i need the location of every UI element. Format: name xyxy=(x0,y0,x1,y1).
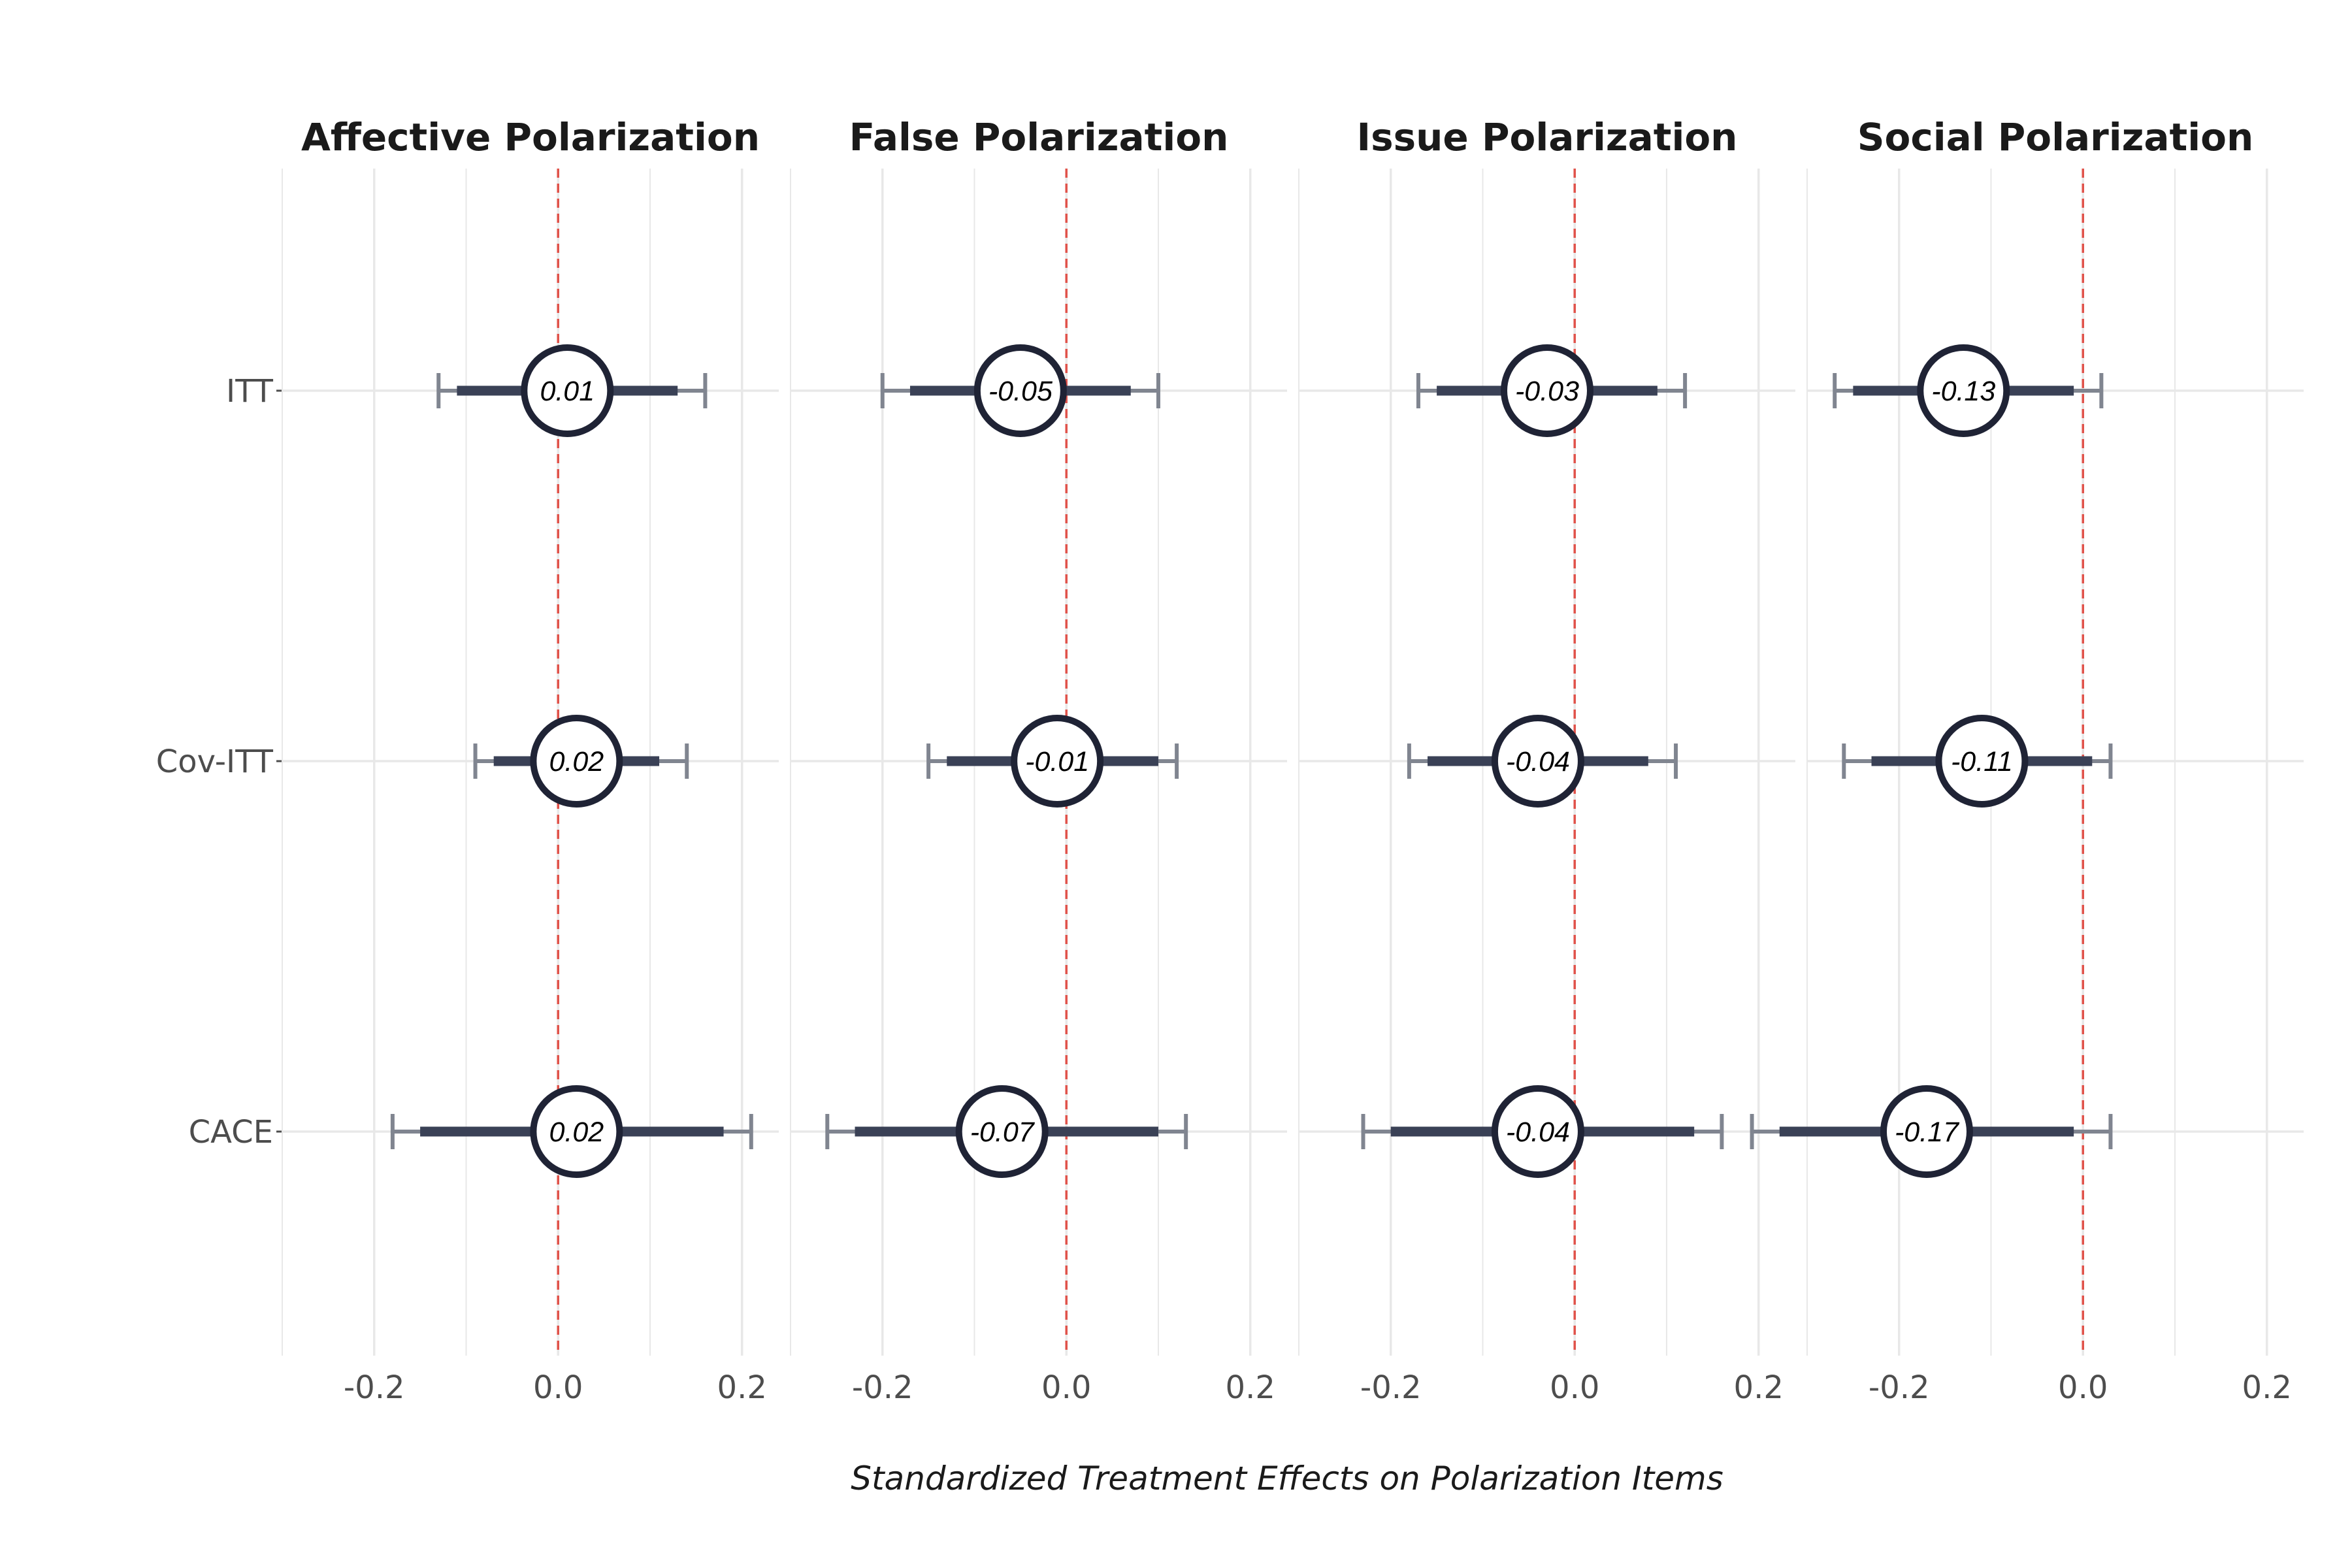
estimate-label: 0.01 xyxy=(540,376,595,407)
estimate-label: -0.03 xyxy=(1515,376,1579,407)
estimate-label: -0.13 xyxy=(1931,376,1995,407)
estimate-label: 0.02 xyxy=(549,746,604,777)
estimate-label: -0.17 xyxy=(1895,1117,1960,1148)
point-estimate xyxy=(1935,715,2029,808)
x-tick-label: 0.2 xyxy=(1226,1369,1275,1406)
x-tick-label: 0.2 xyxy=(1734,1369,1784,1406)
estimate-label: -0.11 xyxy=(1951,746,2013,777)
point-estimate xyxy=(1501,344,1593,437)
facet-title: Social Polarization xyxy=(1857,115,2254,159)
x-tick-label: 0.2 xyxy=(717,1369,767,1406)
x-tick-label: 0.2 xyxy=(2242,1369,2292,1406)
point-estimate xyxy=(1491,1085,1584,1178)
category-label: CACE xyxy=(189,1114,273,1151)
estimate-label: 0.02 xyxy=(549,1117,604,1148)
point-estimate xyxy=(530,715,623,808)
estimate-label: -0.01 xyxy=(1025,746,1089,777)
x-tick-label: -0.2 xyxy=(1869,1369,1930,1406)
point-estimate xyxy=(1011,715,1104,808)
x-tick-label: 0.0 xyxy=(1041,1369,1091,1406)
estimate-label: -0.04 xyxy=(1506,1117,1570,1148)
point-estimate xyxy=(530,1085,623,1178)
x-tick-label: 0.0 xyxy=(2058,1369,2108,1406)
estimate-label: -0.07 xyxy=(970,1117,1036,1148)
facet-title: Issue Polarization xyxy=(1357,115,1738,159)
estimate-label: -0.04 xyxy=(1506,746,1570,777)
point-estimate xyxy=(521,344,614,437)
point-estimate xyxy=(973,344,1067,437)
x-tick-label: -0.2 xyxy=(344,1369,405,1406)
estimate-label: -0.05 xyxy=(988,376,1053,407)
x-tick-label: -0.2 xyxy=(852,1369,913,1406)
facet-title: False Polarization xyxy=(849,115,1229,159)
point-estimate xyxy=(1917,344,2010,437)
point-estimate xyxy=(1491,715,1584,808)
point-estimate xyxy=(1880,1085,1973,1178)
x-tick-label: -0.2 xyxy=(1360,1369,1422,1406)
point-estimate xyxy=(955,1085,1049,1178)
x-tick-label: 0.0 xyxy=(1550,1369,1599,1406)
x-axis-title: Standardized Treatment Effects on Polari… xyxy=(851,1460,1723,1497)
x-tick-label: 0.0 xyxy=(533,1369,583,1406)
category-label: ITT xyxy=(226,373,274,410)
category-label: Cov-ITT xyxy=(156,743,274,780)
facet-title: Affective Polarization xyxy=(301,115,760,159)
